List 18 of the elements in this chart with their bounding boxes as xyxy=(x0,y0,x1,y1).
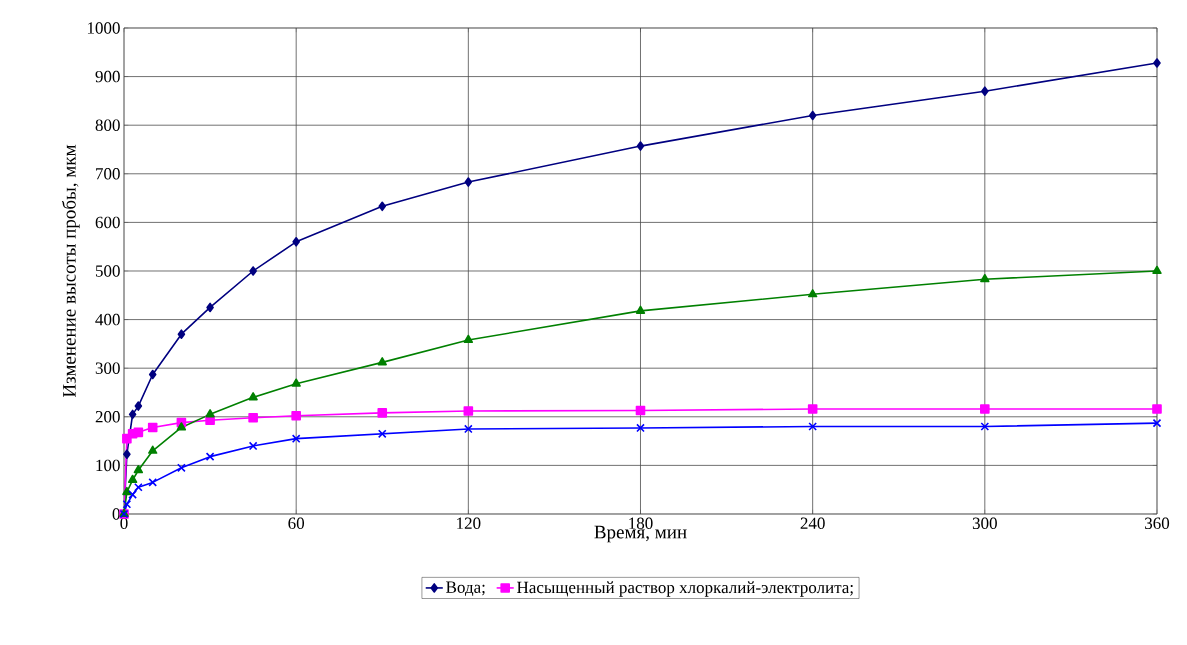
legend-label: Вода; xyxy=(446,581,485,597)
y-tick-label: 400 xyxy=(95,313,120,326)
y-tick-label: 100 xyxy=(96,459,120,472)
x-tick-label: 360 xyxy=(1145,517,1170,529)
x-tick-label: 300 xyxy=(972,517,997,529)
y-tick-label: 700 xyxy=(96,168,120,180)
y-tick-label: 1000 xyxy=(87,22,120,34)
y-axis-title: Изменение высоты пробы, мкм xyxy=(61,144,80,398)
x-tick-label: 120 xyxy=(457,517,481,529)
y-tick-label: 800 xyxy=(95,119,120,131)
y-tick-label: 500 xyxy=(95,265,120,277)
x-tick-label: 60 xyxy=(288,517,305,529)
y-tick-label: 300 xyxy=(95,362,120,374)
y-tick-label: 900 xyxy=(95,70,120,83)
legend-label: Насыщенный раствор хлоркалий-электролита; xyxy=(517,581,853,597)
y-tick-label: 200 xyxy=(95,411,120,423)
x-tick-label: 240 xyxy=(800,517,825,529)
y-tick-label: 600 xyxy=(95,216,120,229)
